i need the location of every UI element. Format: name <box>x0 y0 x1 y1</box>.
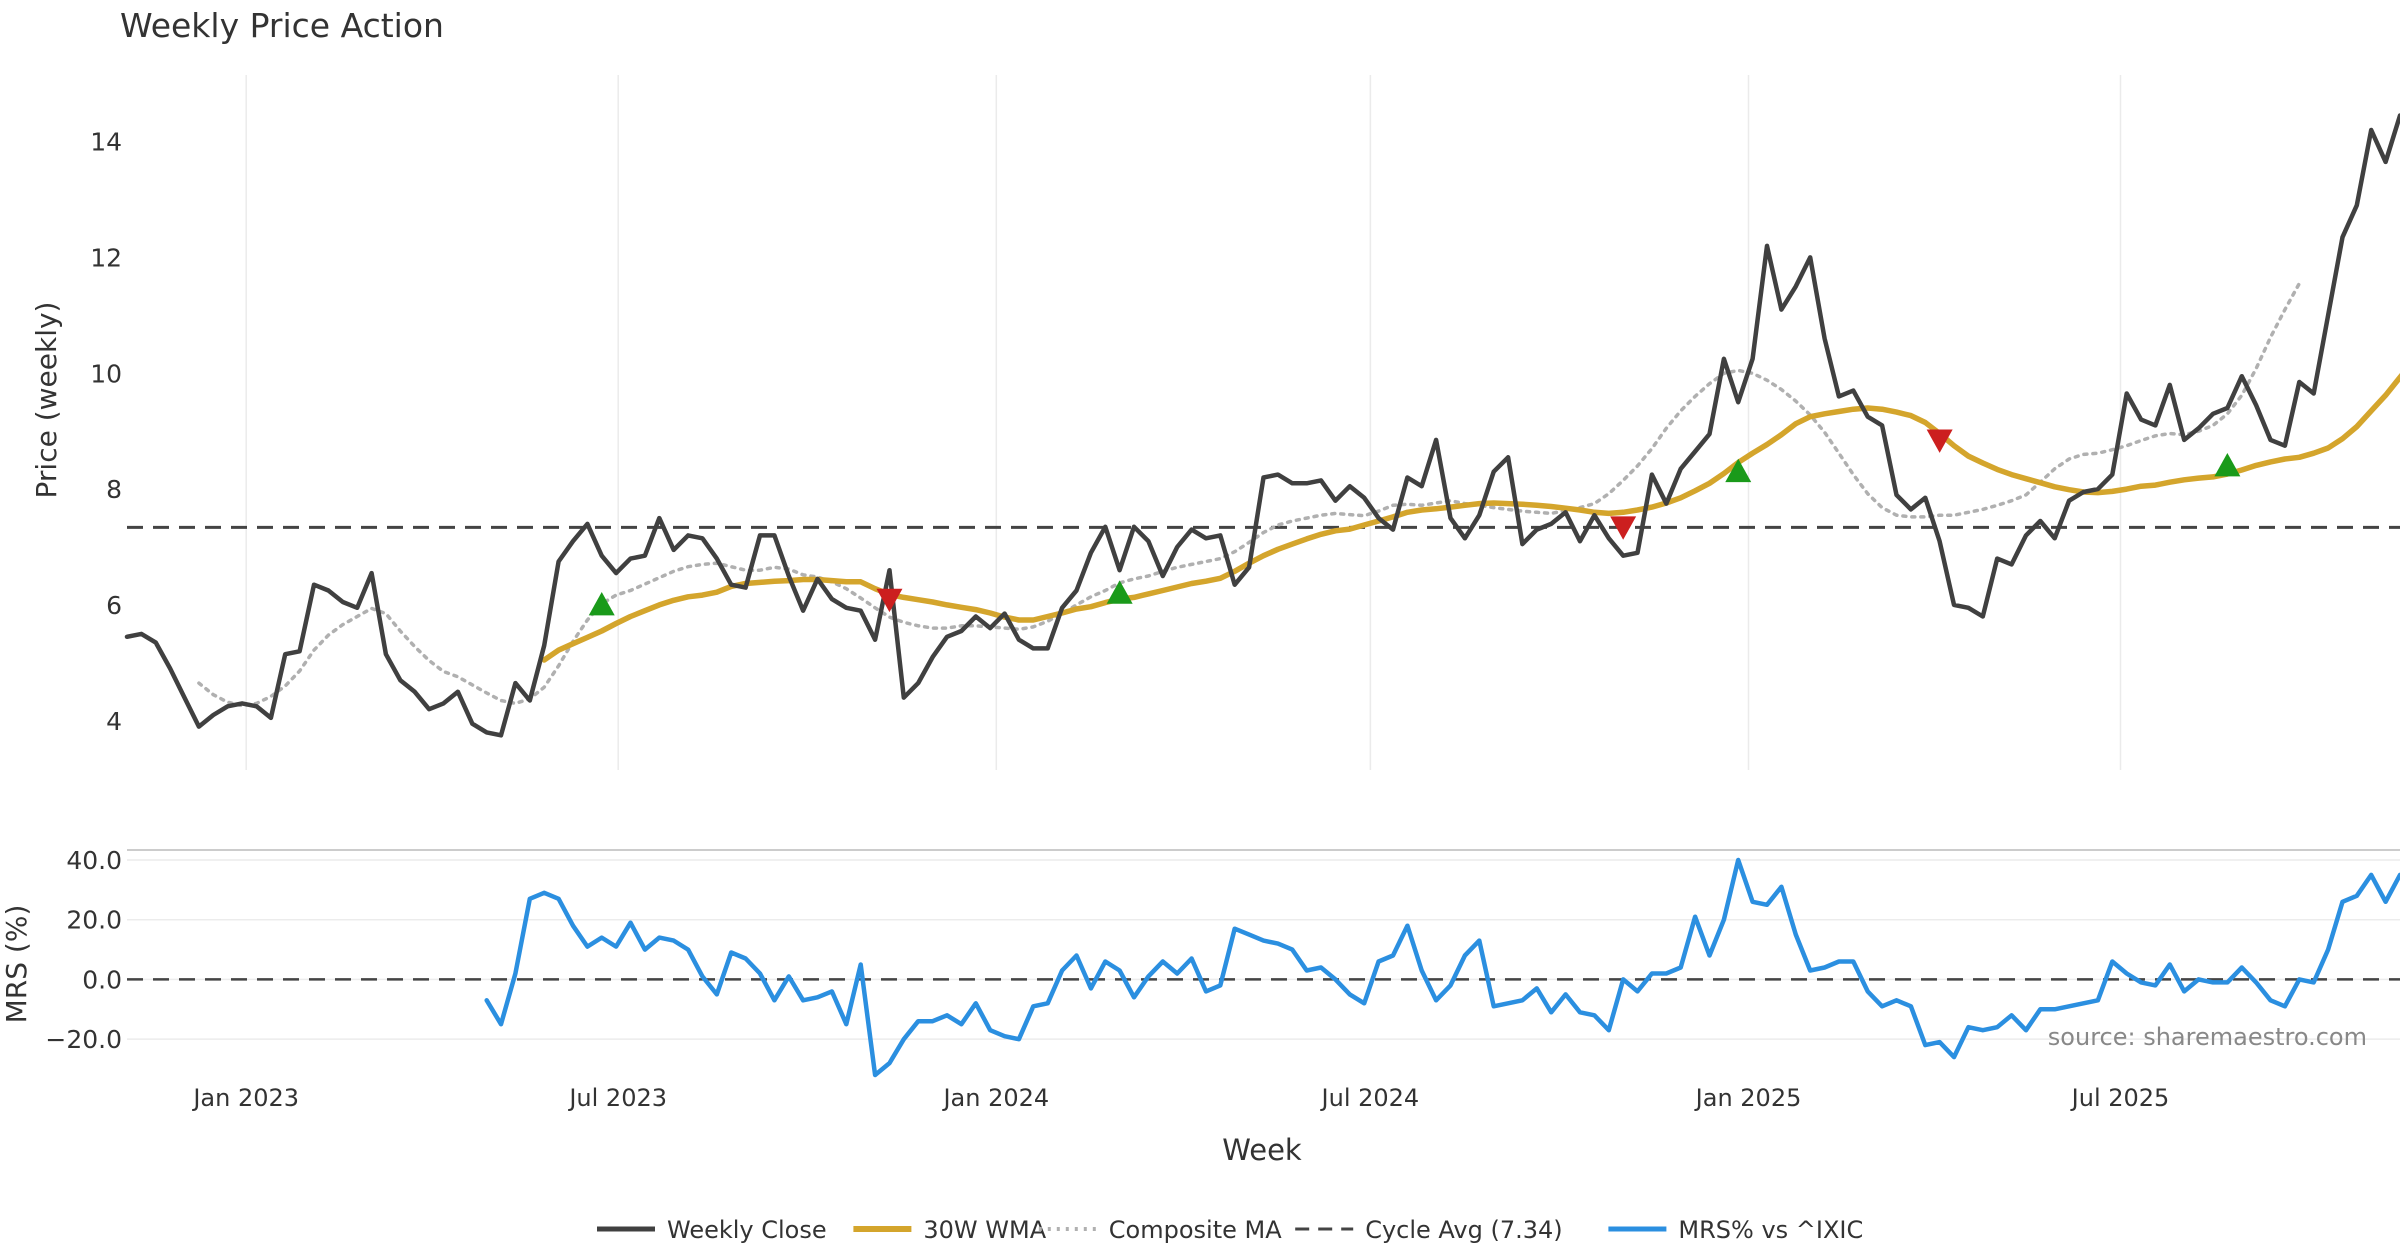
chart-title: Weekly Price Action <box>120 6 444 45</box>
mrs-y-tick-label: 40.0 <box>66 846 122 875</box>
mrs-y-tick-label: −20.0 <box>45 1025 122 1054</box>
price-y-tick-label: 4 <box>106 707 122 736</box>
mrs-y-axis-label: MRS (%) <box>0 905 33 1024</box>
buy-signal-marker <box>2214 452 2241 477</box>
mrs-y-ticks: 40.0 20.0 0.0 −20.0 <box>45 846 122 1054</box>
mrs-y-tick-label: 0.0 <box>82 965 122 994</box>
x-tick-label: Jan 2024 <box>941 1084 1049 1112</box>
price-y-tick-label: 8 <box>106 475 122 504</box>
legend-label: Weekly Close <box>667 1216 827 1244</box>
legend-label: Cycle Avg (7.34) <box>1365 1216 1562 1244</box>
x-tick-label: Jul 2025 <box>2070 1084 2170 1112</box>
buy-signal-marker <box>1725 458 1752 483</box>
x-tick-label: Jan 2023 <box>191 1084 299 1112</box>
mrs-y-tick-label: 20.0 <box>66 906 122 935</box>
composite-ma-line <box>197 281 2302 708</box>
signal-markers <box>588 429 2241 616</box>
sell-signal-marker <box>1926 429 1953 453</box>
price-y-ticks: 4 6 8 10 12 14 <box>90 128 122 736</box>
mrs-line <box>484 857 2400 1078</box>
legend-label: MRS% vs ^IXIC <box>1678 1216 1863 1244</box>
price-y-tick-label: 14 <box>90 128 122 157</box>
source-annotation: source: sharemaestro.com <box>2048 1023 2367 1051</box>
buy-signal-marker <box>1106 580 1133 604</box>
wma-30w-line <box>541 373 2400 663</box>
price-y-tick-label: 6 <box>106 591 122 620</box>
weekly-close-line <box>124 113 2400 738</box>
x-axis-label: Week <box>1222 1133 1302 1167</box>
x-tick-label: Jul 2024 <box>1320 1084 1420 1112</box>
x-tick-label: Jul 2023 <box>567 1084 667 1112</box>
legend: Weekly Close 30W WMA Composite MA Cycle Avg… <box>597 1216 1863 1244</box>
sell-signal-marker <box>876 588 903 613</box>
legend-label: Composite MA <box>1109 1216 1282 1244</box>
price-y-tick-label: 12 <box>90 243 122 272</box>
buy-signal-marker <box>588 591 615 616</box>
mrs-series-lines <box>484 857 2400 1078</box>
price-y-axis-label: Price (weekly) <box>30 302 63 499</box>
legend-label: 30W WMA <box>923 1216 1046 1244</box>
price-y-tick-label: 10 <box>90 359 122 388</box>
x-tick-label: Jan 2025 <box>1694 1084 1802 1112</box>
x-ticks: Jan 2023 Jul 2023 Jan 2024 Jul 2024 Jan 2025… <box>191 1084 2169 1112</box>
price-series-lines <box>124 113 2400 738</box>
sell-signal-marker <box>1610 516 1637 540</box>
